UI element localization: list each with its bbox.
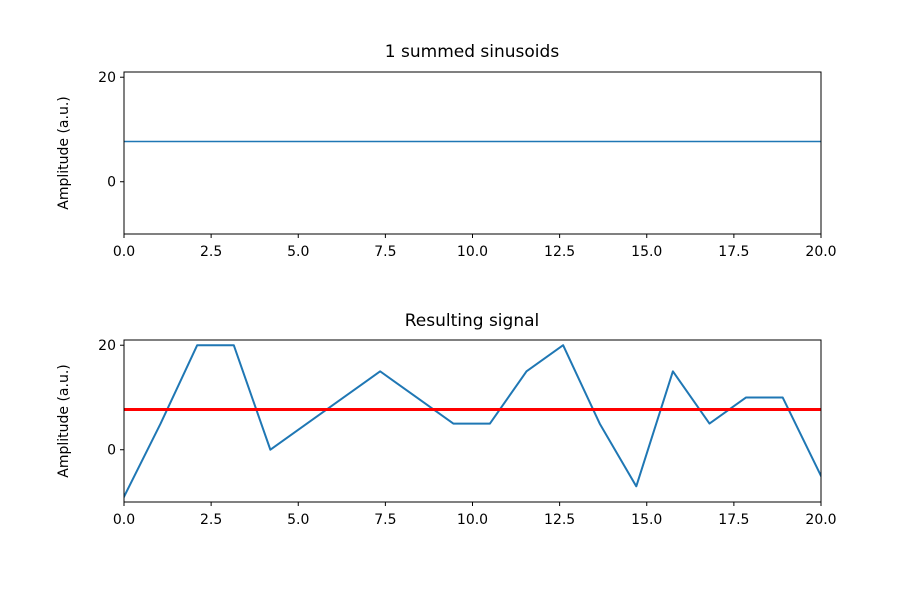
x-tick-label: 15.0	[631, 244, 662, 260]
x-tick-label: 15.0	[631, 512, 662, 528]
x-tick-label: 12.5	[544, 512, 575, 528]
y-tick-label: 0	[107, 175, 116, 191]
x-tick-label: 2.5	[200, 512, 222, 528]
y-tick-label: 0	[107, 443, 116, 459]
panel-title: Resulting signal	[405, 311, 540, 331]
y-tick-label: 20	[98, 70, 116, 86]
x-tick-label: 10.0	[457, 512, 488, 528]
x-tick-label: 17.5	[718, 512, 749, 528]
panel-summed-sinusoids: 1 summed sinusoids Amplitude (a.u.) 0.0 2…	[56, 42, 837, 260]
x-tick-label: 20.0	[805, 244, 836, 260]
y-tick-label: 20	[98, 338, 116, 354]
x-tick-label: 7.5	[374, 244, 396, 260]
y-axis-label: Amplitude (a.u.)	[56, 364, 72, 477]
y-axis-label: Amplitude (a.u.)	[56, 96, 72, 209]
panel-title: 1 summed sinusoids	[385, 42, 560, 62]
x-tick-label: 17.5	[718, 244, 749, 260]
x-tick-label: 5.0	[287, 512, 309, 528]
x-tick-label: 20.0	[805, 512, 836, 528]
series-line	[124, 344, 821, 499]
x-tick-label: 0.0	[113, 512, 135, 528]
plot-area: 0.0 2.5 5.0 7.5 10.0 12.5 15.0 17.5 20.0 0 20	[98, 70, 836, 260]
x-tick-label: 5.0	[287, 244, 309, 260]
x-tick-label: 10.0	[457, 244, 488, 260]
x-tick-label: 12.5	[544, 244, 575, 260]
plot-area: 0.0 2.5 5.0 7.5 10.0 12.5 15.0 17.5 20.0 0 20	[98, 338, 836, 528]
x-tick-label: 0.0	[113, 244, 135, 260]
x-tick-label: 7.5	[374, 512, 396, 528]
x-tick-label: 2.5	[200, 244, 222, 260]
panel-resulting-signal: Resulting signal Amplitude (a.u.) 0.0 2.5…	[56, 311, 837, 528]
